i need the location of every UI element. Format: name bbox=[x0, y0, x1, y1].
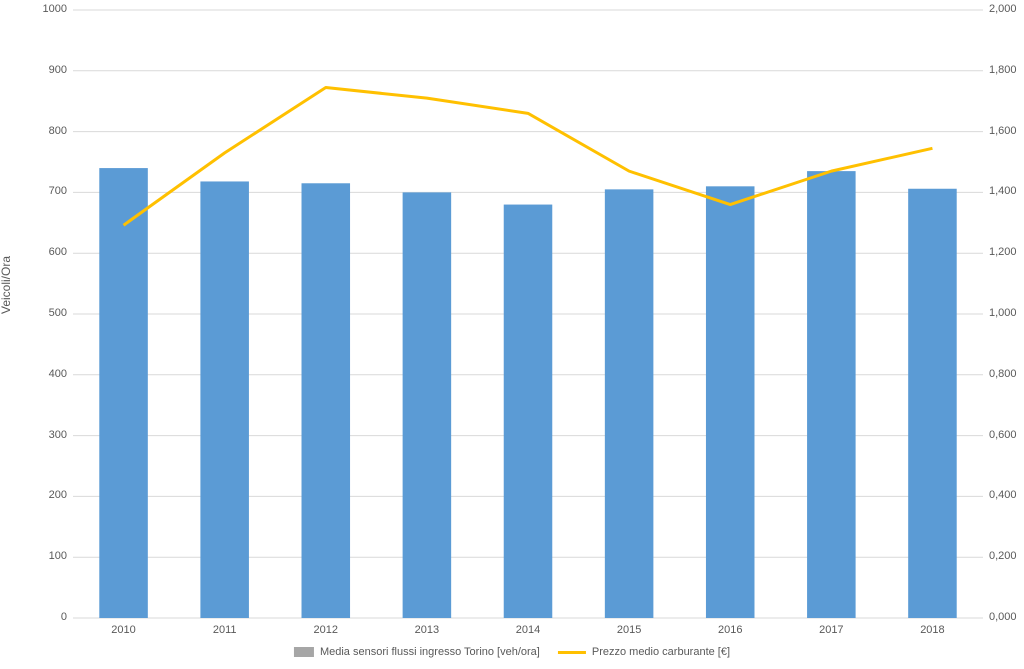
legend-item-bars: Media sensori flussi ingresso Torino [ve… bbox=[294, 646, 540, 658]
y1-tick: 500 bbox=[49, 307, 67, 319]
legend-swatch-line bbox=[558, 651, 586, 654]
x-tick: 2016 bbox=[710, 624, 750, 636]
x-tick: 2015 bbox=[609, 624, 649, 636]
legend-label-bars: Media sensori flussi ingresso Torino [ve… bbox=[320, 646, 540, 658]
bar bbox=[807, 171, 856, 618]
y1-tick: 1000 bbox=[43, 3, 67, 15]
y2-tick: 1,600 bbox=[989, 125, 1017, 137]
y1-axis-label: Veicoli/Ora bbox=[0, 256, 13, 314]
bar bbox=[706, 186, 755, 618]
bar bbox=[99, 168, 148, 618]
legend: Media sensori flussi ingresso Torino [ve… bbox=[294, 646, 730, 658]
x-tick: 2013 bbox=[407, 624, 447, 636]
y2-tick: 0,800 bbox=[989, 368, 1017, 380]
chart-svg bbox=[0, 0, 1024, 669]
y1-tick: 100 bbox=[49, 550, 67, 562]
x-tick: 2011 bbox=[205, 624, 245, 636]
y2-tick: 0,600 bbox=[989, 429, 1017, 441]
legend-swatch-bar bbox=[294, 647, 314, 657]
bar bbox=[605, 189, 654, 618]
x-tick: 2014 bbox=[508, 624, 548, 636]
chart-container: 0 100 200 300 400 500 600 700 800 900 1000 0,000 0,2… bbox=[0, 0, 1024, 669]
x-tick: 2012 bbox=[306, 624, 346, 636]
bar bbox=[504, 205, 553, 618]
bar bbox=[908, 189, 957, 618]
y1-tick: 300 bbox=[49, 429, 67, 441]
y2-tick: 1,200 bbox=[989, 246, 1017, 258]
y1-tick: 400 bbox=[49, 368, 67, 380]
y2-tick: 0,200 bbox=[989, 550, 1017, 562]
y1-tick: 0 bbox=[61, 611, 67, 623]
y1-tick: 700 bbox=[49, 185, 67, 197]
x-tick: 2017 bbox=[811, 624, 851, 636]
y2-tick: 1,000 bbox=[989, 307, 1017, 319]
y2-tick: 2,000 bbox=[989, 3, 1017, 15]
y1-tick: 600 bbox=[49, 246, 67, 258]
y2-tick: 0,000 bbox=[989, 611, 1017, 623]
legend-label-line: Prezzo medio carburante [€] bbox=[592, 646, 730, 658]
bar bbox=[200, 181, 249, 618]
bar bbox=[302, 183, 351, 618]
x-tick: 2010 bbox=[104, 624, 144, 636]
y2-tick: 1,400 bbox=[989, 185, 1017, 197]
bar bbox=[403, 192, 452, 618]
legend-item-line: Prezzo medio carburante [€] bbox=[558, 646, 730, 658]
x-tick: 2018 bbox=[912, 624, 952, 636]
y2-tick: 0,400 bbox=[989, 489, 1017, 501]
y1-tick: 800 bbox=[49, 125, 67, 137]
y2-tick: 1,800 bbox=[989, 64, 1017, 76]
y1-tick: 900 bbox=[49, 64, 67, 76]
y1-tick: 200 bbox=[49, 489, 67, 501]
